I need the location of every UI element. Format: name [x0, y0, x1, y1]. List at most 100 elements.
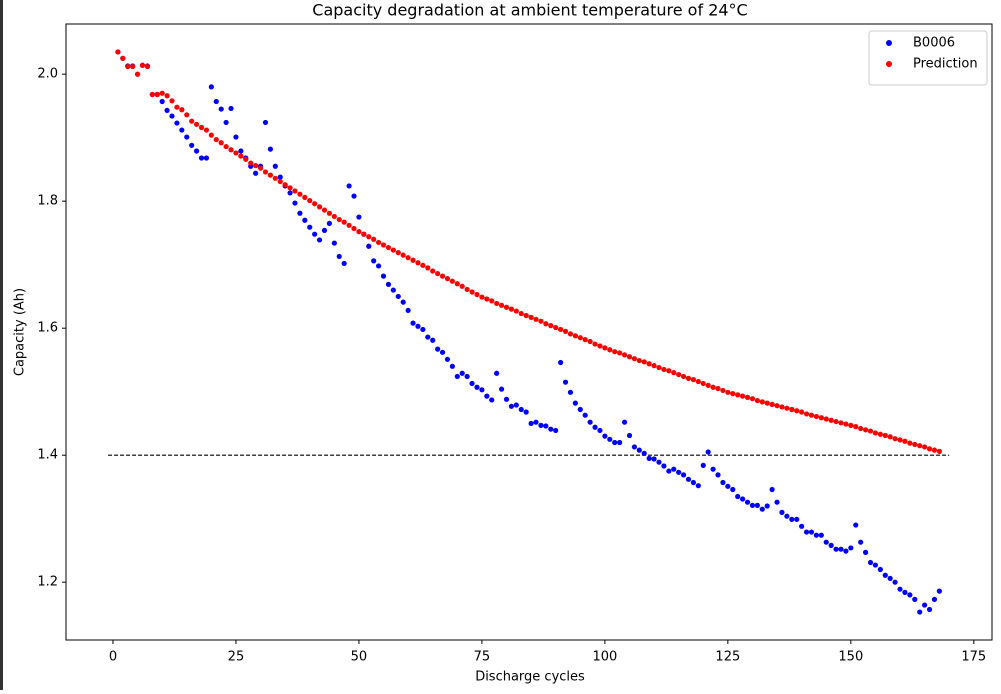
- data-point: [936, 588, 942, 594]
- data-point: [651, 456, 657, 462]
- data-point: [464, 286, 470, 293]
- data-point: [503, 304, 510, 310]
- data-point: [715, 385, 721, 392]
- data-point: [508, 306, 515, 312]
- data-point: [907, 592, 913, 598]
- chart-title: Capacity degradation at ambient temperat…: [312, 1, 747, 20]
- data-point: [439, 273, 446, 279]
- data-point: [341, 260, 347, 267]
- data-point: [253, 163, 259, 169]
- data-point: [759, 506, 765, 512]
- data-point: [459, 283, 465, 289]
- data-point: [720, 479, 726, 486]
- data-point: [754, 502, 760, 508]
- data-point: [430, 337, 436, 343]
- data-point: [710, 384, 716, 390]
- data-point: [198, 124, 205, 131]
- data-point: [115, 49, 121, 55]
- data-point: [784, 513, 790, 519]
- data-point: [715, 472, 721, 478]
- data-point: [513, 308, 519, 314]
- data-point: [818, 532, 824, 538]
- data-point: [523, 312, 529, 319]
- data-point: [867, 428, 874, 434]
- data-point: [538, 318, 544, 324]
- data-point: [887, 575, 893, 582]
- data-point: [439, 349, 446, 355]
- y-axis-label: Capacity (Ah): [13, 288, 28, 376]
- data-point: [680, 373, 687, 380]
- data-point: [779, 509, 785, 515]
- data-point: [877, 566, 883, 573]
- data-point: [676, 371, 682, 378]
- data-point: [385, 244, 392, 251]
- data-point: [843, 548, 849, 554]
- data-point: [676, 469, 682, 475]
- data-point: [454, 373, 460, 380]
- data-point: [213, 136, 219, 143]
- data-point: [789, 516, 795, 522]
- data-point: [336, 253, 342, 260]
- data-point: [228, 105, 234, 112]
- data-point: [444, 276, 451, 282]
- x-tick-label: 125: [715, 650, 740, 665]
- data-point: [523, 409, 529, 415]
- data-point: [558, 359, 564, 366]
- data-point: [858, 539, 864, 545]
- data-point: [277, 178, 283, 185]
- data-point: [735, 392, 741, 398]
- data-point: [489, 298, 495, 304]
- data-point: [159, 90, 165, 96]
- data-point: [730, 391, 736, 397]
- data-point: [528, 314, 534, 320]
- data-point: [543, 423, 549, 429]
- data-point: [922, 602, 928, 608]
- data-point: [636, 357, 642, 364]
- data-point: [130, 63, 136, 70]
- legend-box: [868, 30, 988, 86]
- data-point: [371, 236, 377, 242]
- data-point: [218, 106, 224, 112]
- data-point: [838, 546, 844, 552]
- data-point: [405, 255, 411, 261]
- data-point: [248, 160, 254, 166]
- y-tick-label: 1.4: [37, 448, 58, 463]
- data-point: [848, 545, 854, 551]
- data-point: [803, 411, 810, 417]
- data-point: [538, 422, 544, 428]
- data-point: [828, 417, 834, 423]
- data-point: [749, 502, 756, 508]
- data-point: [223, 119, 229, 126]
- x-tick-label: 150: [838, 650, 863, 665]
- data-point: [926, 446, 933, 452]
- data-point: [238, 153, 244, 159]
- legend-label: Prediction: [913, 57, 978, 72]
- data-point: [139, 62, 146, 68]
- data-point: [208, 84, 214, 90]
- data-point: [592, 341, 598, 347]
- data-point: [621, 352, 628, 358]
- data-point: [287, 190, 293, 196]
- data-point: [553, 427, 559, 434]
- data-point: [159, 98, 165, 105]
- data-point: [705, 382, 711, 388]
- data-point: [641, 450, 647, 456]
- data-point: [641, 359, 647, 365]
- data-point: [808, 529, 815, 535]
- data-point: [823, 416, 829, 422]
- data-point: [553, 324, 559, 331]
- data-point: [725, 389, 731, 395]
- data-point: [828, 542, 834, 548]
- data-point: [489, 397, 495, 403]
- data-point: [853, 522, 859, 528]
- data-point: [125, 63, 131, 70]
- x-tick-label: 25: [228, 650, 245, 665]
- x-tick-label: 100: [592, 650, 617, 665]
- data-point: [366, 243, 372, 249]
- data-point: [926, 606, 933, 613]
- data-point: [198, 155, 205, 161]
- data-point: [882, 572, 888, 578]
- data-point: [331, 240, 337, 246]
- data-point: [764, 400, 770, 406]
- data-point: [464, 373, 470, 380]
